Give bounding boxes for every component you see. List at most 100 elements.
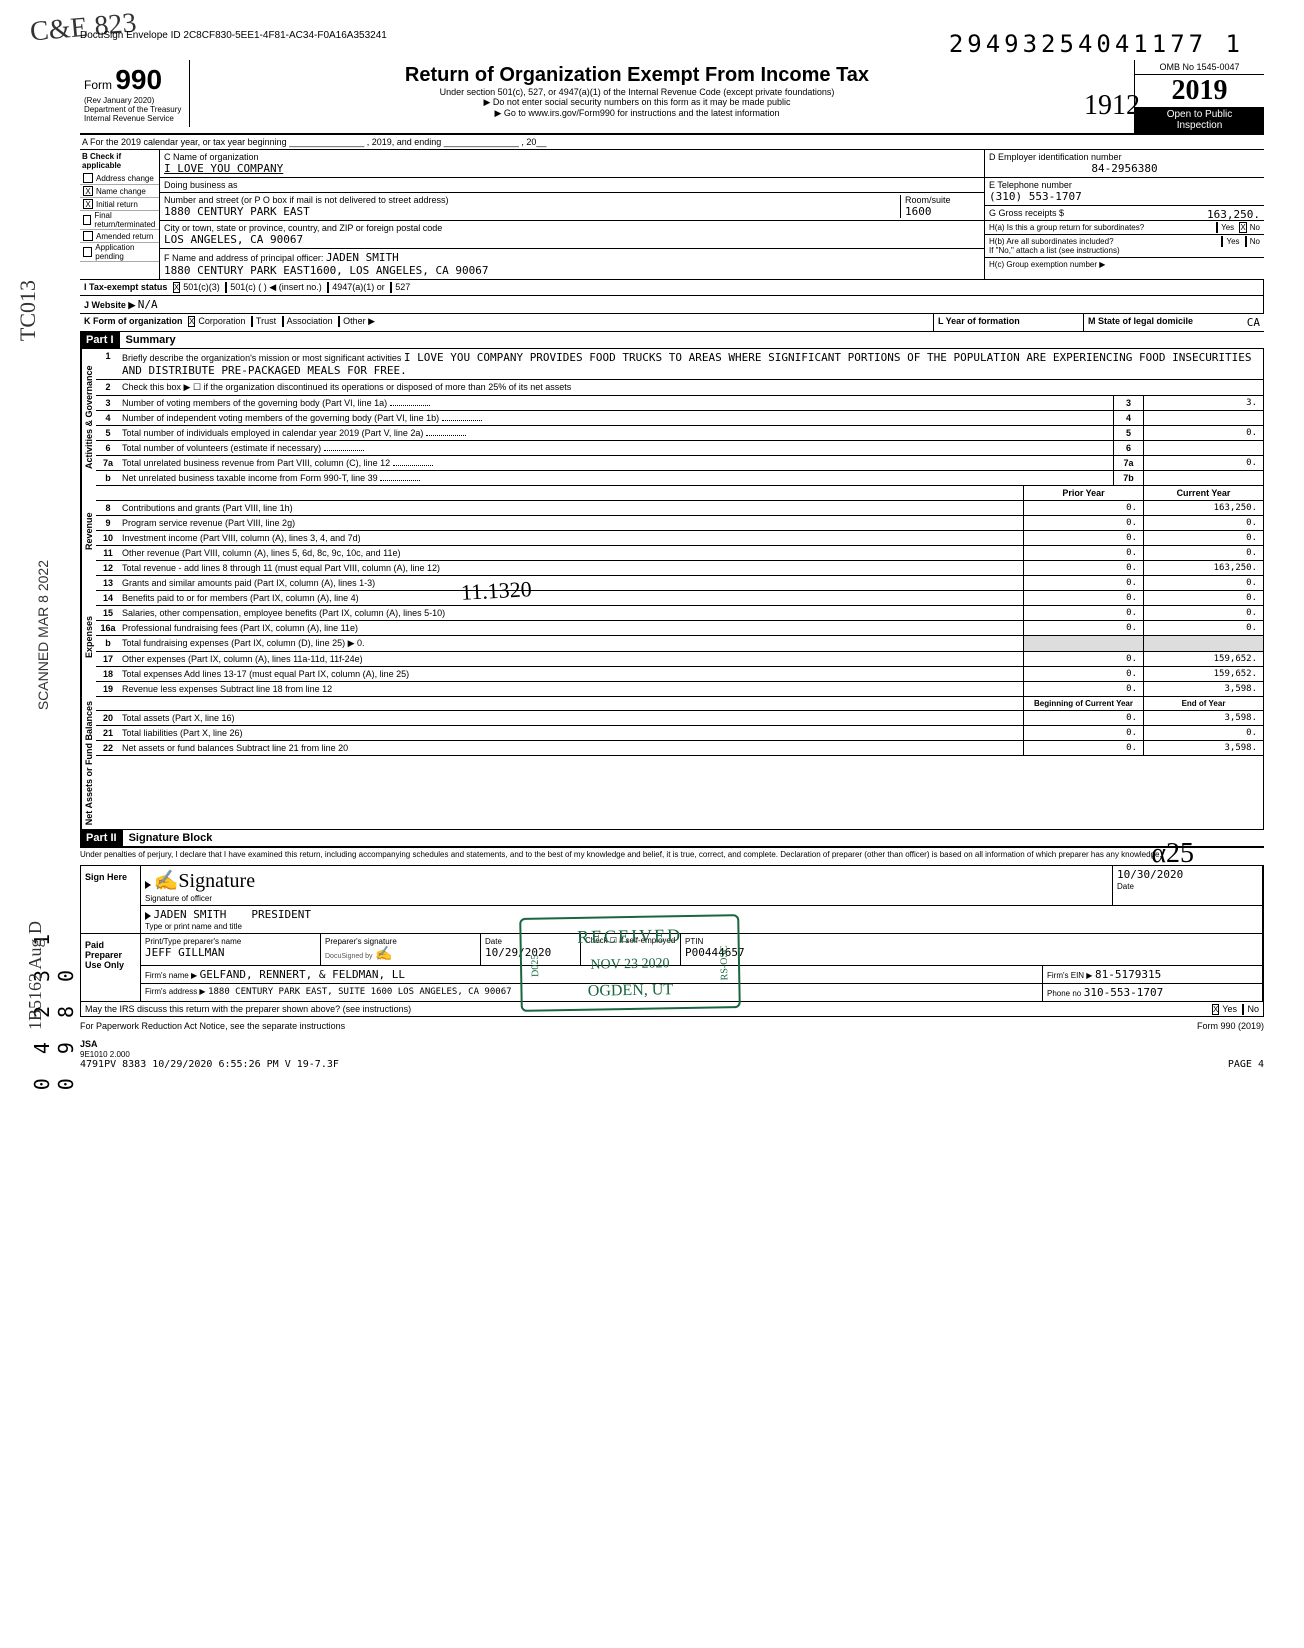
h-a-yes[interactable] [1216, 222, 1218, 233]
527-label: 527 [395, 282, 410, 292]
header-title-block: Return of Organization Exempt From Incom… [190, 60, 1084, 123]
room-suite: 1600 [905, 205, 932, 218]
cb[interactable]: X [83, 186, 93, 196]
line-a: A For the 2019 calendar year, or tax yea… [80, 135, 1264, 150]
subtitle-2: ▶ Do not enter social security numbers o… [198, 97, 1076, 108]
num: 9 [96, 516, 120, 530]
part-1-title: Summary [120, 332, 1264, 349]
box: 3 [1113, 396, 1143, 410]
h-b-no[interactable] [1245, 236, 1247, 247]
firm-ein-label: Firm's EIN ▶ [1047, 971, 1092, 980]
paid-preparer-label: Paid Preparer Use Only [81, 934, 141, 1001]
trust-check[interactable] [251, 316, 253, 327]
rev-line-11: 11Other revenue (Part VIII, column (A), … [96, 546, 1263, 561]
exp-line-b: bTotal fundraising expenses (Part IX, co… [96, 636, 1263, 652]
desc: Total number of volunteers (estimate if … [120, 441, 1113, 455]
governance-label: Activities & Governance [81, 349, 96, 486]
current: 0. [1143, 576, 1263, 590]
form-number: 990 [115, 64, 162, 95]
begin: 0. [1023, 711, 1143, 725]
desc: Other revenue (Part VIII, column (A), li… [120, 546, 1023, 560]
cb-label: Name change [96, 187, 146, 196]
exp-line-19: 19Revenue less expenses Subtract line 18… [96, 682, 1263, 697]
end: 3,598. [1143, 711, 1263, 725]
corp-check[interactable]: X [188, 316, 195, 327]
ein-value: 84-2956380 [989, 162, 1260, 175]
envelope-id: DocuSign Envelope ID 2C8CF830-5EE1-4F81-… [80, 30, 387, 41]
penalty-text: Under penalties of perjury, I declare th… [80, 847, 1264, 861]
gov-line-b: bNet unrelated business taxable income f… [96, 471, 1263, 486]
section-d-h: D Employer identification number84-29563… [984, 150, 1264, 279]
net-assets-label: Net Assets or Fund Balances [81, 697, 96, 829]
num: 16a [96, 621, 120, 635]
yes-label: Yes [1221, 223, 1234, 232]
typed-label: Type or print name and title [145, 922, 242, 931]
current: 163,250. [1143, 561, 1263, 575]
domicile-value: CA [1247, 316, 1260, 329]
org-name-label: C Name of organization [164, 152, 259, 162]
prior: 0. [1023, 576, 1143, 590]
val [1143, 441, 1263, 455]
cb[interactable] [83, 231, 93, 241]
cb[interactable] [83, 247, 92, 257]
h-b-label: H(b) Are all subordinates included? [989, 237, 1114, 246]
officer-signature: ✍Signature [154, 870, 256, 892]
may-irs-yes[interactable]: X [1212, 1004, 1219, 1015]
num: b [96, 636, 120, 651]
current: 163,250. [1143, 501, 1263, 515]
cb[interactable] [83, 173, 93, 183]
form-990-footer: Form 990 (2019) [1197, 1021, 1264, 1031]
other-label: Other ▶ [343, 316, 375, 326]
current-year-header: Current Year [1143, 486, 1263, 500]
desc: Total fundraising expenses (Part IX, col… [120, 636, 1023, 651]
val [1143, 471, 1263, 485]
cb[interactable] [83, 215, 91, 225]
stamp-location: OGDEN, UT [530, 980, 730, 1001]
box: 5 [1113, 426, 1143, 440]
num: 13 [96, 576, 120, 590]
prior-year-header: Prior Year [1023, 486, 1143, 500]
other-check[interactable] [338, 316, 340, 327]
num: 5 [96, 426, 120, 440]
num: 10 [96, 531, 120, 545]
h-b-yes[interactable] [1221, 236, 1223, 247]
501c3-check[interactable]: X [173, 282, 180, 293]
527-check[interactable] [390, 282, 392, 293]
begin: 0. [1023, 741, 1143, 755]
handwriting-bottom-left: 1B5162 Aug D [25, 921, 46, 1030]
tax-year: 2019 [1135, 75, 1264, 107]
form-rev: (Rev January 2020) [84, 96, 185, 105]
date-label: Date [1117, 882, 1134, 891]
cb-label: Initial return [96, 200, 138, 209]
cb-label: Address change [96, 174, 154, 183]
h-a-no[interactable]: X [1239, 222, 1246, 233]
4947-check[interactable] [327, 282, 329, 293]
check-application-pending: Application pending [80, 243, 159, 262]
line-1-num: 1 [96, 349, 120, 379]
num: 8 [96, 501, 120, 515]
current: 0. [1143, 531, 1263, 545]
prep-date-label: Date [485, 937, 502, 946]
num: 17 [96, 652, 120, 666]
form-dept: Department of the Treasury [84, 105, 185, 114]
bal-line-20: 20Total assets (Part X, line 16)0.3,598. [96, 711, 1263, 726]
firm-addr-label: Firm's address ▶ [145, 987, 206, 996]
501c-check[interactable] [225, 282, 227, 293]
desc: Other expenses (Part IX, column (A), lin… [120, 652, 1023, 666]
addr-label: Number and street (or P O box if mail is… [164, 195, 448, 205]
stamp-left-code: D025 [530, 955, 541, 977]
gov-line-4: 4Number of independent voting members of… [96, 411, 1263, 426]
may-irs-no[interactable] [1242, 1004, 1244, 1015]
corp-label: Corporation [198, 316, 245, 326]
cb[interactable]: X [83, 199, 93, 209]
preparer-name: JEFF GILLMAN [145, 946, 224, 959]
firm-phone: 310-553-1707 [1084, 986, 1163, 999]
desc: Program service revenue (Part VIII, line… [120, 516, 1023, 530]
firm-address: 1880 CENTURY PARK EAST, SUITE 1600 LOS A… [208, 987, 511, 997]
desc: Contributions and grants (Part VIII, lin… [120, 501, 1023, 515]
officer-label: F Name and address of principal officer: [164, 253, 323, 263]
assoc-check[interactable] [282, 316, 284, 327]
current: 3,598. [1143, 682, 1263, 696]
section-b: B Check if applicable Address changeXNam… [80, 150, 160, 279]
prior: 0. [1023, 531, 1143, 545]
